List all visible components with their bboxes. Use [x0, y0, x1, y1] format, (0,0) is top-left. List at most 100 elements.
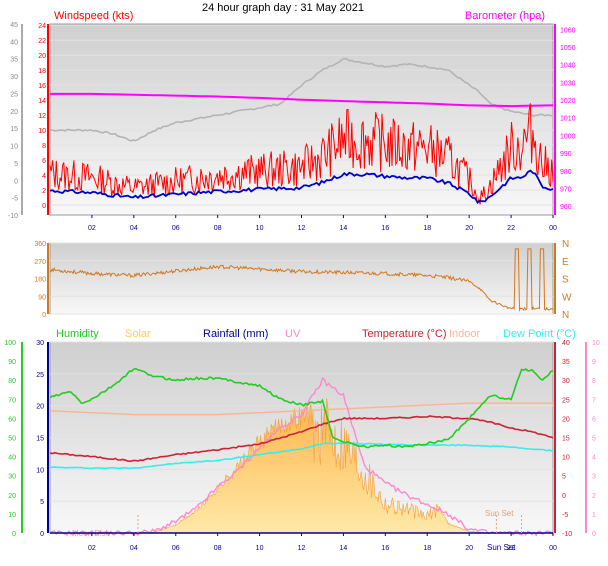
legend-dewpoint: Dew Point (°C): [503, 328, 576, 340]
series-dewpoint: [49, 442, 554, 470]
wind-x-tick-11: 00: [549, 225, 557, 232]
uv-y-tick-9: 9: [592, 359, 596, 366]
hum-y-tick-3: 30: [8, 474, 16, 481]
dir-compass-2: S: [562, 275, 569, 286]
wind-x-tick-8: 18: [423, 225, 431, 232]
uv-y-tick-6: 6: [592, 416, 596, 423]
hum-y-tick-10: 100: [4, 340, 16, 347]
legend-barometer: Barometer (hpa): [465, 10, 545, 22]
baro-y-tick-1: 970: [560, 186, 572, 193]
wind-outer-tick-1: -5: [12, 196, 18, 203]
wind-x-tick-7: 16: [381, 225, 389, 232]
series-windspeed: [49, 103, 554, 205]
temp-y-tick-2: 0: [562, 493, 566, 500]
temp-x-tick-1: 04: [130, 545, 138, 552]
wind-y-tick-12: 24: [38, 23, 46, 30]
legend-indoor: Indoor: [449, 328, 481, 340]
temp-x-tick-0: 02: [88, 545, 96, 552]
hum-y-tick-7: 70: [8, 397, 16, 404]
wind-y-tick-2: 4: [42, 173, 46, 180]
wind-outer-tick-8: 30: [10, 74, 18, 81]
temp-y-tick-7: 25: [562, 397, 570, 404]
temp-y-tick-8: 30: [562, 378, 570, 385]
wind-outer-tick-4: 10: [10, 144, 18, 151]
uv-y-tick-0: 0: [592, 531, 596, 538]
wind-y-tick-11: 22: [38, 38, 46, 45]
wind-outer-tick-9: 35: [10, 57, 18, 64]
hum-y-tick-4: 40: [8, 455, 16, 462]
temp-y-tick-5: 15: [562, 436, 570, 443]
series-humidity: [49, 367, 554, 449]
baro-y-tick-3: 990: [560, 151, 572, 158]
temp-x-tick-3: 08: [214, 545, 222, 552]
temp-x-tick-6: 14: [340, 545, 348, 552]
temp-x-tick-8: 18: [423, 545, 431, 552]
wind-y-tick-10: 20: [38, 53, 46, 60]
wind-y-tick-3: 6: [42, 158, 46, 165]
uv-y-tick-5: 5: [592, 436, 596, 443]
annotation-sun-set-2: Sun Set: [487, 543, 516, 552]
wind-outer-tick-7: 25: [10, 91, 18, 98]
baro-y-tick-7: 1030: [560, 80, 576, 87]
wind-x-tick-1: 04: [130, 225, 138, 232]
annotation-sun-set: Sun Set: [485, 509, 514, 518]
wind-outer-tick-2: 0: [14, 178, 18, 185]
rain-y-tick-5: 25: [36, 372, 44, 379]
wind-y-tick-7: 14: [38, 98, 46, 105]
wind-y-tick-0: 0: [42, 203, 46, 210]
dir-y-tick-2: 180: [34, 277, 46, 284]
uv-y-tick-10: 10: [592, 340, 600, 347]
uv-y-tick-8: 8: [592, 378, 596, 385]
temp-x-tick-10: 22: [507, 545, 515, 552]
temp-y-tick-0: -10: [562, 531, 572, 538]
wind-x-tick-6: 14: [340, 225, 348, 232]
temp-x-tick-9: 20: [465, 545, 473, 552]
wind-outer-tick-0: -10: [8, 213, 18, 220]
rain-y-tick-2: 10: [36, 467, 44, 474]
uv-y-tick-3: 3: [592, 474, 596, 481]
rain-y-tick-3: 15: [36, 436, 44, 443]
temp-y-tick-4: 10: [562, 455, 570, 462]
dir-y-tick-0: 0: [42, 312, 46, 319]
wind-y-tick-8: 16: [38, 83, 46, 90]
rain-y-tick-1: 5: [40, 499, 44, 506]
wind-outer-tick-5: 15: [10, 126, 18, 133]
uv-y-tick-4: 4: [592, 455, 596, 462]
baro-y-tick-2: 980: [560, 169, 572, 176]
temp-y-tick-10: 40: [562, 340, 570, 347]
uv-y-tick-2: 2: [592, 493, 596, 500]
baro-y-tick-0: 960: [560, 204, 572, 211]
baro-y-tick-10: 1060: [560, 27, 576, 34]
hum-y-tick-8: 80: [8, 378, 16, 385]
wind-outer-tick-3: 5: [14, 161, 18, 168]
rain-y-tick-0: 0: [40, 531, 44, 538]
dir-y-tick-3: 270: [34, 259, 46, 266]
wind-outer-tick-10: 40: [10, 39, 18, 46]
series-gust-grey: [49, 57, 553, 142]
series-barometer: [50, 92, 553, 108]
hum-y-tick-0: 0: [12, 531, 16, 538]
baro-y-tick-5: 1010: [560, 116, 576, 123]
chart-layer: 024681012141618202224-10-505101520253035…: [4, 22, 600, 552]
series-wind-direction: [49, 248, 554, 312]
wind-y-tick-1: 2: [42, 188, 46, 195]
temp-y-tick-6: 20: [562, 416, 570, 423]
hum-y-tick-5: 50: [8, 436, 16, 443]
baro-y-tick-4: 1000: [560, 133, 576, 140]
hum-y-tick-9: 90: [8, 359, 16, 366]
dir-compass-0: N: [562, 310, 569, 321]
temp-x-tick-2: 06: [172, 545, 180, 552]
wind-x-tick-2: 06: [172, 225, 180, 232]
temp-x-tick-5: 12: [298, 545, 306, 552]
temp-y-tick-1: -5: [562, 512, 568, 519]
uv-y-tick-7: 7: [592, 397, 596, 404]
legend-rainfall: Rainfall (mm): [203, 328, 268, 340]
wind-x-tick-4: 10: [256, 225, 264, 232]
series-indoor: [49, 402, 553, 416]
legend-solar: Solar: [125, 328, 151, 340]
temp-x-tick-4: 10: [256, 545, 264, 552]
baro-y-tick-8: 1040: [560, 63, 576, 70]
graph-title: 24 hour graph day : 31 May 2021: [202, 2, 364, 14]
temp-y-tick-9: 35: [562, 359, 570, 366]
dir-compass-1: W: [562, 292, 572, 303]
